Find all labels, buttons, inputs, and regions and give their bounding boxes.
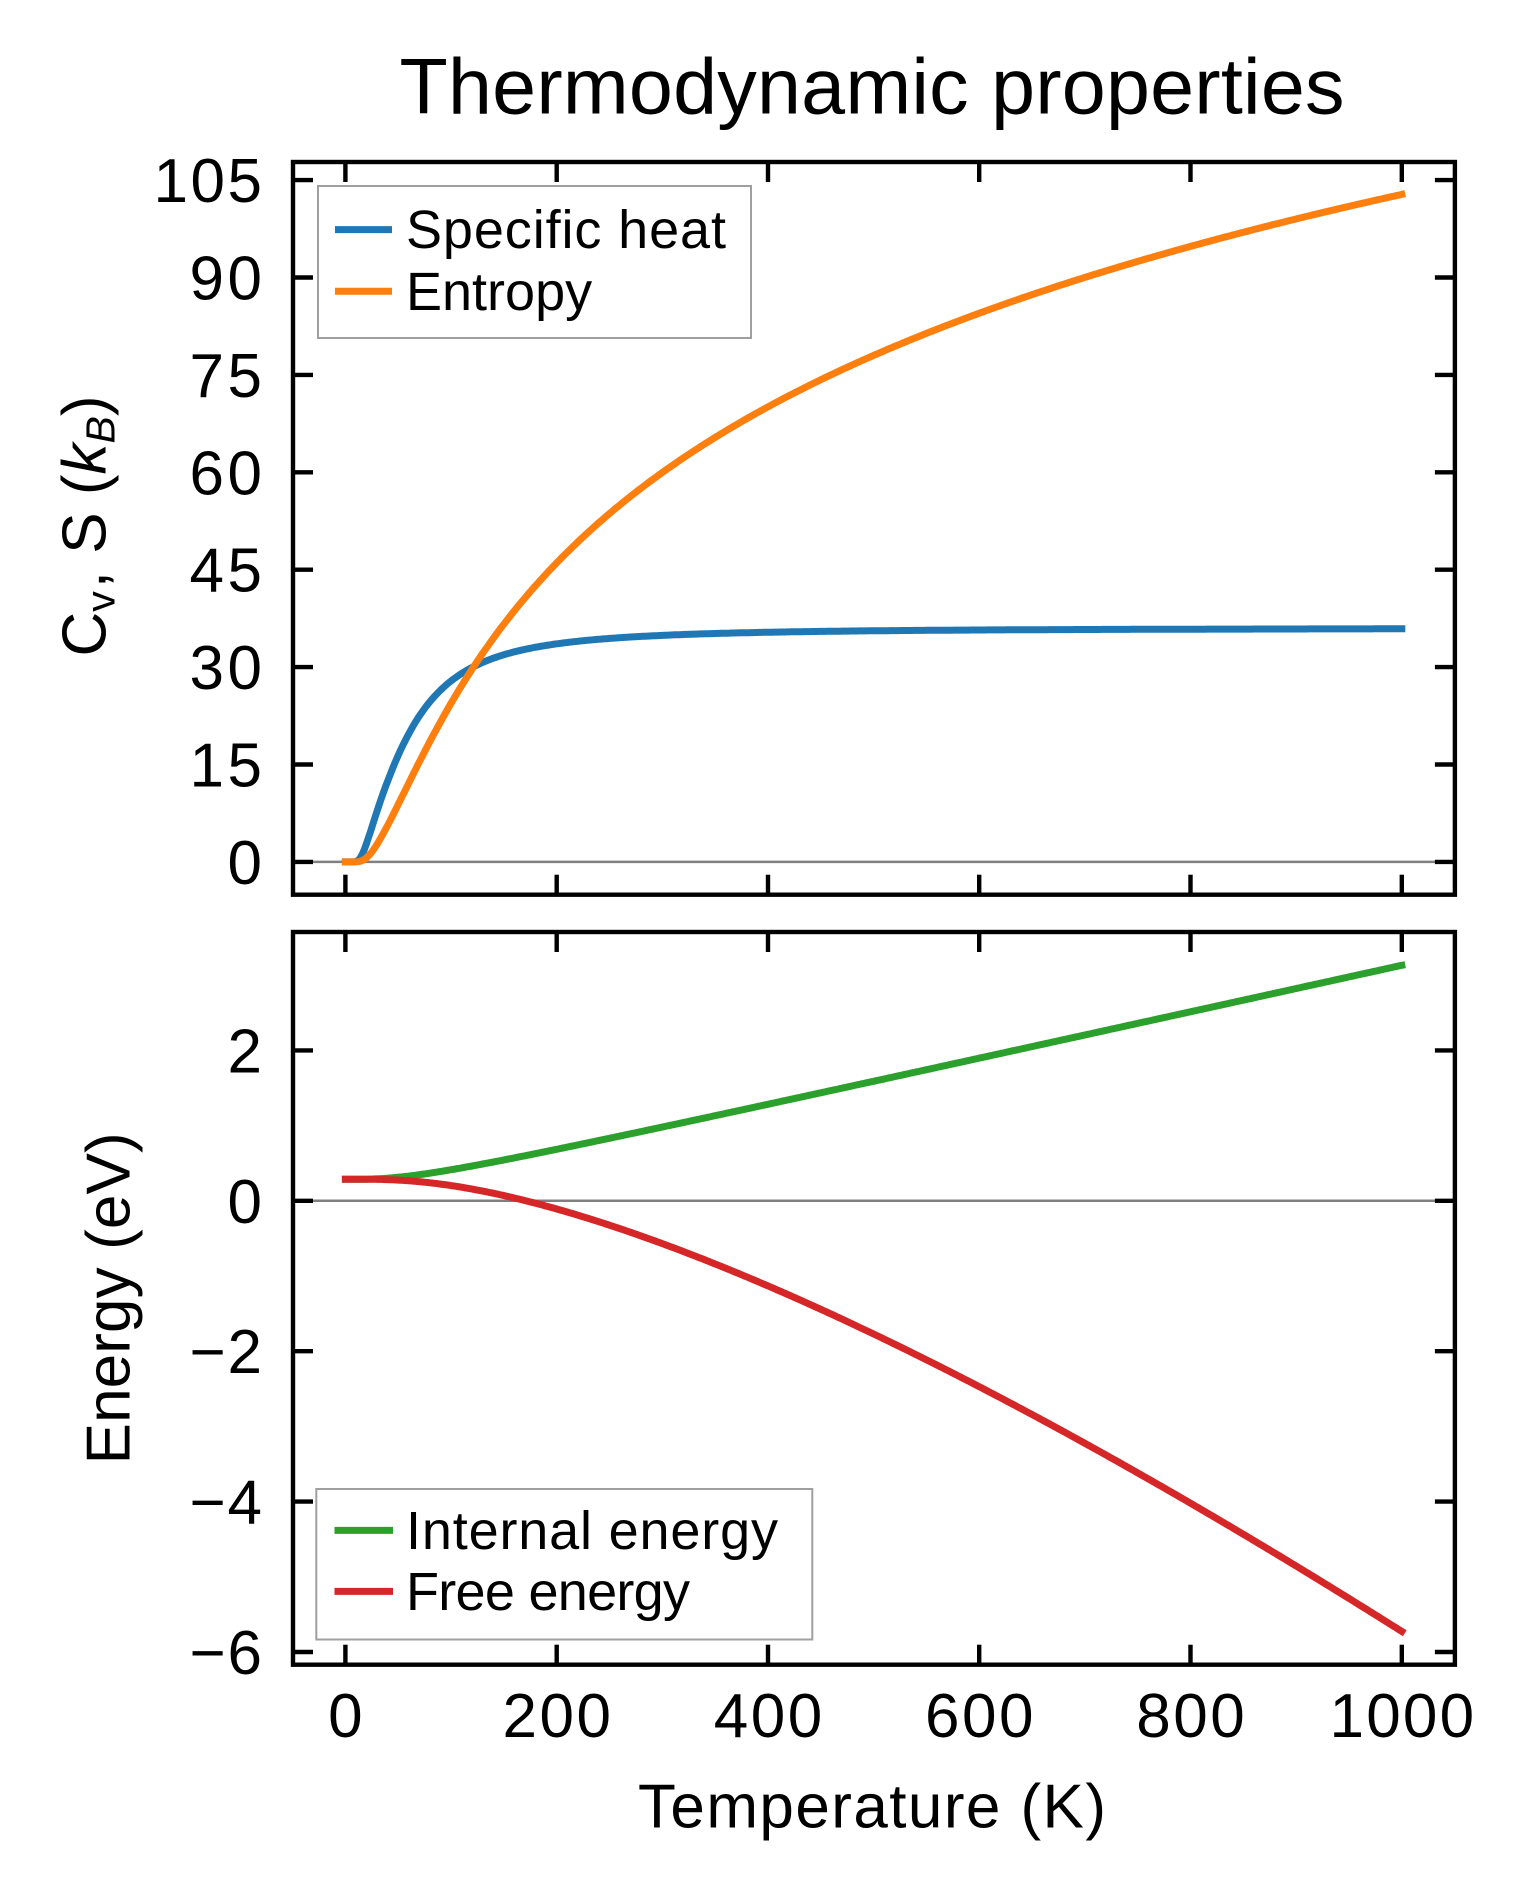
svg-text:Specific heat: Specific heat — [406, 200, 726, 260]
svg-text:0: 0 — [228, 1168, 262, 1237]
svg-text:Thermodynamic properties: Thermodynamic properties — [400, 42, 1345, 131]
svg-text:200: 200 — [502, 1682, 611, 1751]
svg-text:400: 400 — [714, 1682, 823, 1751]
svg-text:Cv, S (kB): Cv, S (kB) — [51, 396, 124, 657]
svg-text:Temperature (K): Temperature (K) — [638, 1772, 1106, 1841]
svg-text:2: 2 — [228, 1017, 262, 1086]
svg-text:Free energy: Free energy — [406, 1562, 690, 1622]
svg-text:0: 0 — [328, 1682, 362, 1751]
svg-text:800: 800 — [1136, 1682, 1245, 1751]
svg-text:600: 600 — [925, 1682, 1033, 1751]
svg-text:105: 105 — [154, 147, 263, 216]
svg-text:Entropy: Entropy — [406, 262, 592, 322]
svg-text:Internal energy: Internal energy — [406, 1501, 778, 1561]
svg-text:0: 0 — [228, 829, 262, 898]
svg-text:Energy (eV): Energy (eV) — [75, 1132, 144, 1464]
